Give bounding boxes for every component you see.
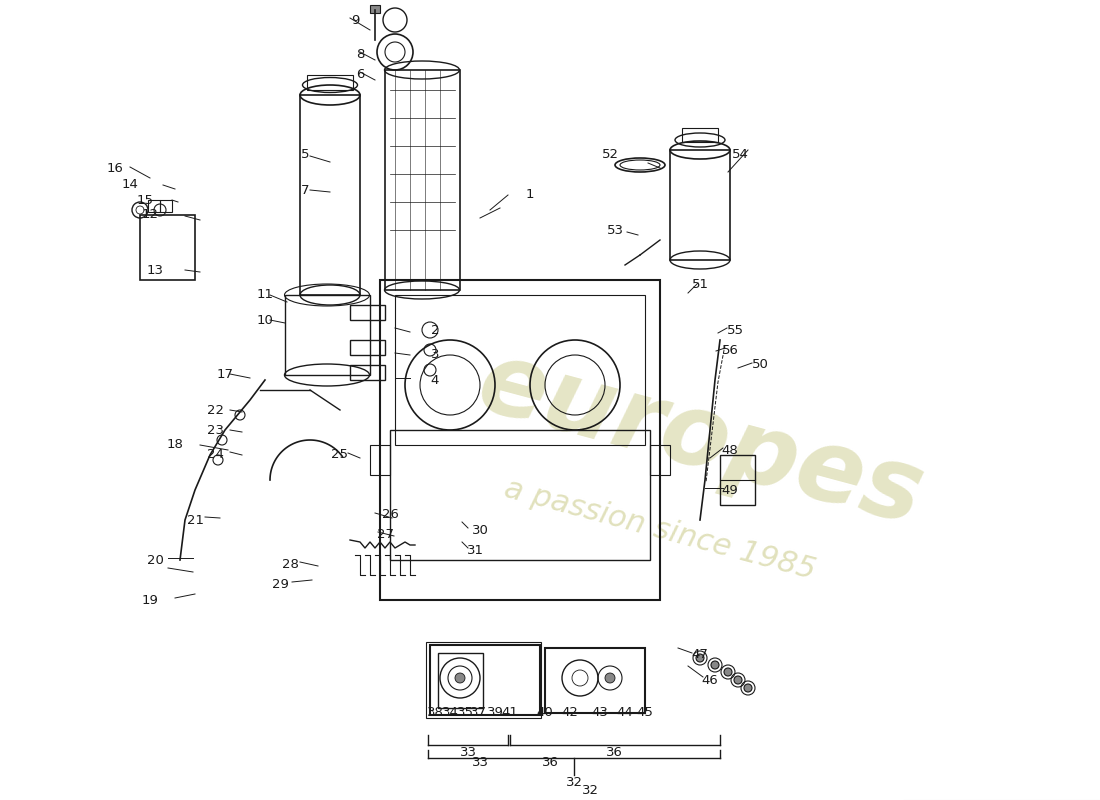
- Text: 36: 36: [606, 746, 623, 758]
- Bar: [395, 295, 645, 445]
- Text: 25: 25: [331, 449, 349, 462]
- Text: 54: 54: [732, 149, 748, 162]
- Bar: [379, 280, 660, 600]
- Bar: [370, 445, 390, 475]
- Text: 45: 45: [637, 706, 653, 718]
- Text: 46: 46: [702, 674, 718, 686]
- Text: 13: 13: [146, 263, 164, 277]
- Text: 14: 14: [122, 178, 139, 191]
- Bar: [350, 365, 385, 380]
- Bar: [426, 642, 541, 718]
- Text: 18: 18: [166, 438, 184, 451]
- Circle shape: [744, 684, 752, 692]
- Text: 43: 43: [592, 706, 608, 718]
- Text: 39: 39: [486, 706, 504, 718]
- Bar: [300, 95, 360, 295]
- Text: 29: 29: [272, 578, 288, 591]
- Text: 40: 40: [537, 706, 553, 718]
- Bar: [390, 430, 650, 560]
- Text: 15: 15: [136, 194, 154, 206]
- Text: 55: 55: [726, 323, 744, 337]
- Text: 17: 17: [217, 369, 233, 382]
- Bar: [160, 200, 172, 212]
- Text: 5: 5: [300, 149, 309, 162]
- Text: 53: 53: [606, 223, 624, 237]
- Text: 26: 26: [382, 509, 398, 522]
- Text: 47: 47: [692, 649, 708, 662]
- Text: 32: 32: [565, 775, 583, 789]
- Circle shape: [696, 654, 704, 662]
- Text: 41: 41: [502, 706, 518, 718]
- Text: 7: 7: [300, 183, 309, 197]
- Text: europes: europes: [468, 334, 933, 546]
- Text: 2: 2: [431, 323, 439, 337]
- Bar: [430, 645, 540, 715]
- Text: 33: 33: [460, 746, 476, 758]
- Text: 32: 32: [582, 783, 598, 797]
- Text: 19: 19: [142, 594, 158, 606]
- Text: 48: 48: [722, 443, 738, 457]
- Text: 8: 8: [355, 49, 364, 62]
- Text: 38: 38: [427, 706, 443, 718]
- Bar: [438, 653, 483, 708]
- Bar: [307, 75, 353, 90]
- Bar: [385, 70, 460, 290]
- Text: 12: 12: [142, 209, 158, 222]
- Text: 52: 52: [602, 149, 618, 162]
- Circle shape: [455, 673, 465, 683]
- Bar: [720, 455, 755, 505]
- Text: 34: 34: [441, 706, 459, 718]
- Bar: [140, 215, 195, 280]
- Circle shape: [711, 661, 719, 669]
- Text: 9: 9: [351, 14, 360, 26]
- Text: 36: 36: [541, 755, 559, 769]
- Text: 51: 51: [692, 278, 708, 291]
- Bar: [650, 445, 670, 475]
- Text: 23: 23: [207, 423, 223, 437]
- Text: 3: 3: [431, 349, 439, 362]
- Text: 20: 20: [146, 554, 164, 566]
- Text: 49: 49: [722, 483, 738, 497]
- Bar: [350, 305, 385, 320]
- Text: 28: 28: [282, 558, 298, 571]
- Text: 11: 11: [256, 289, 274, 302]
- Text: 21: 21: [187, 514, 204, 526]
- Bar: [350, 340, 385, 355]
- Text: 22: 22: [207, 403, 223, 417]
- Text: 50: 50: [751, 358, 769, 371]
- Text: 37: 37: [470, 706, 486, 718]
- Bar: [285, 295, 370, 375]
- Text: 1: 1: [526, 189, 535, 202]
- Text: 24: 24: [207, 449, 223, 462]
- Text: 10: 10: [256, 314, 274, 326]
- Circle shape: [734, 676, 742, 684]
- Text: a passion since 1985: a passion since 1985: [502, 474, 818, 586]
- Text: 4: 4: [431, 374, 439, 386]
- Bar: [148, 200, 159, 212]
- Text: 6: 6: [355, 69, 364, 82]
- Bar: [682, 128, 718, 142]
- Text: 16: 16: [107, 162, 123, 174]
- Text: 30: 30: [472, 523, 488, 537]
- Text: 31: 31: [466, 543, 484, 557]
- Text: 42: 42: [562, 706, 579, 718]
- Text: 44: 44: [617, 706, 634, 718]
- Circle shape: [724, 668, 732, 676]
- Bar: [670, 150, 730, 260]
- Text: 27: 27: [376, 529, 394, 542]
- Text: 33: 33: [472, 755, 488, 769]
- Bar: [544, 648, 645, 713]
- Bar: [370, 5, 379, 13]
- Text: 56: 56: [722, 343, 738, 357]
- Circle shape: [605, 673, 615, 683]
- Text: 35: 35: [456, 706, 473, 718]
